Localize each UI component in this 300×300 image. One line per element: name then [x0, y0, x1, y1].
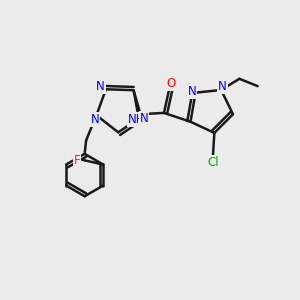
Text: F: F: [74, 154, 80, 166]
Text: N: N: [218, 80, 227, 93]
Text: N: N: [91, 113, 99, 126]
Text: N: N: [140, 112, 148, 125]
Text: N: N: [96, 80, 105, 93]
Text: N: N: [188, 85, 197, 98]
Text: NH: NH: [128, 113, 145, 126]
Text: O: O: [166, 77, 176, 90]
Text: Cl: Cl: [207, 156, 219, 169]
